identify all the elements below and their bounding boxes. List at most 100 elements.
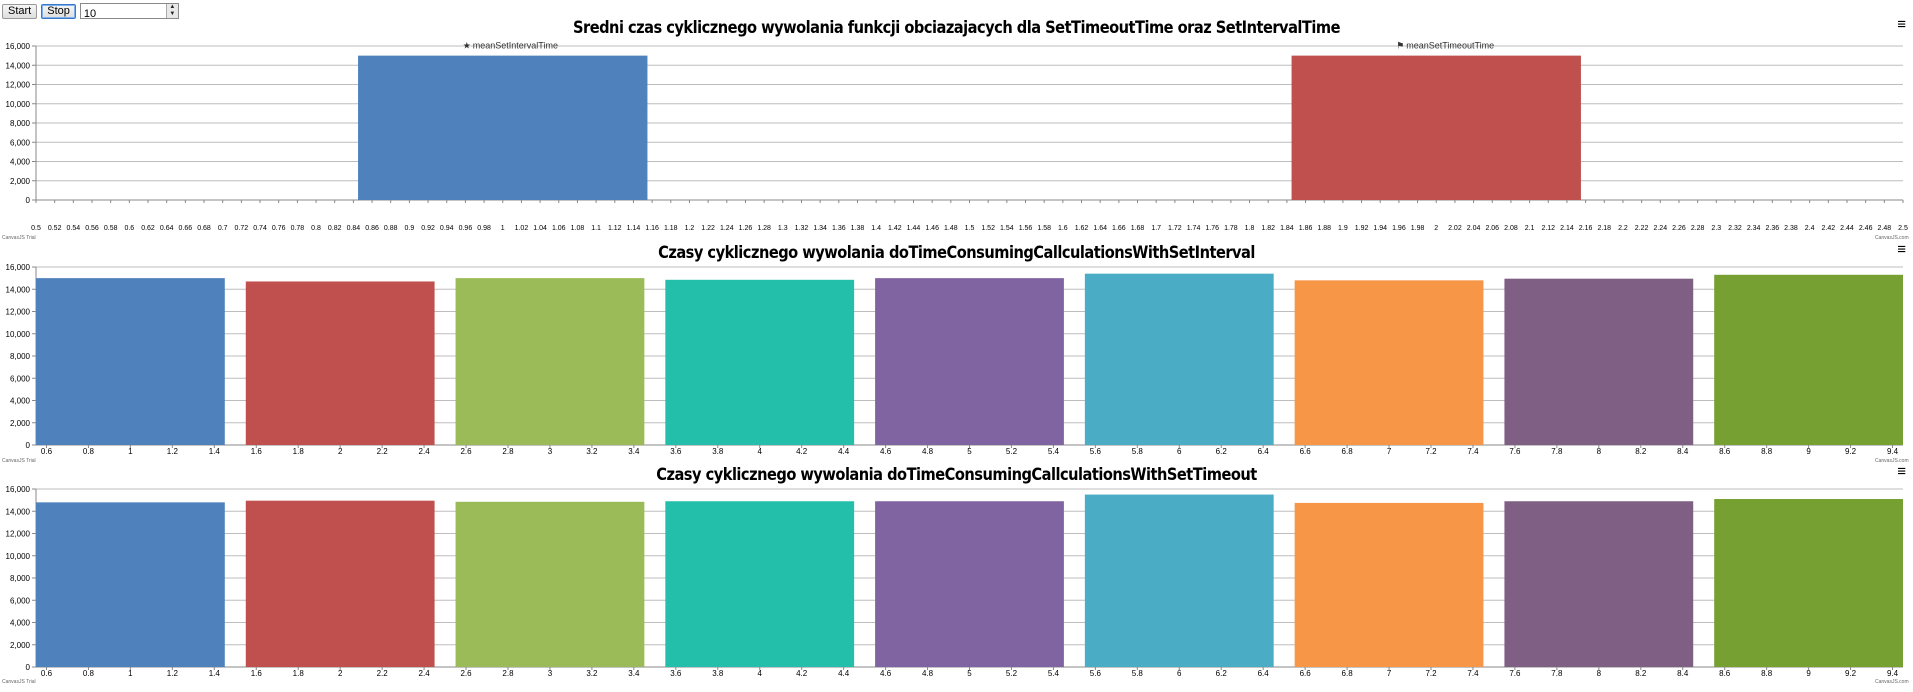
x-tick-label: 0.8 bbox=[83, 669, 95, 678]
x-tick-label: 1.54 bbox=[1000, 225, 1014, 232]
triangle-down-icon[interactable]: ▼ bbox=[169, 11, 176, 17]
x-tick-label: 1.66 bbox=[1112, 225, 1126, 232]
interval-input[interactable] bbox=[80, 7, 164, 21]
x-tick-label: 0.76 bbox=[272, 225, 286, 232]
x-tick-label: 0.68 bbox=[197, 225, 211, 232]
bar bbox=[665, 501, 855, 667]
x-tick-label: 8 bbox=[1597, 447, 1602, 456]
y-tick-label: 14,000 bbox=[6, 61, 31, 70]
x-tick-label: 0.52 bbox=[48, 225, 62, 232]
x-tick-label: 1.44 bbox=[907, 225, 921, 232]
y-tick-label: 4,000 bbox=[10, 619, 31, 628]
x-tick-label: 2.4 bbox=[1805, 225, 1815, 232]
x-tick-label: 0.92 bbox=[421, 225, 435, 232]
toolbar: Start Stop ▲ ▼ bbox=[2, 3, 179, 21]
bar bbox=[358, 55, 648, 200]
x-tick-label: 1.22 bbox=[701, 225, 715, 232]
bar bbox=[455, 278, 645, 445]
chart-set-timeout: Czasy cyklicznego wywolania doTimeConsum… bbox=[0, 463, 1913, 692]
x-tick-label: 2.08 bbox=[1504, 225, 1518, 232]
x-tick-label: 8.2 bbox=[1635, 669, 1647, 678]
x-tick-label: 2.5 bbox=[1898, 225, 1908, 232]
y-tick-label: 8,000 bbox=[10, 574, 31, 583]
credit-left: CanvasJS Trial bbox=[2, 679, 36, 685]
credit-left: CanvasJS Trial bbox=[2, 458, 36, 464]
x-tick-label: 1.84 bbox=[1280, 225, 1294, 232]
x-tick-label: 5.4 bbox=[1048, 669, 1060, 678]
x-tick-label: 1.34 bbox=[813, 225, 827, 232]
x-tick-label: 3.6 bbox=[670, 447, 682, 456]
hamburger-menu-icon[interactable]: ≡ bbox=[1897, 463, 1906, 480]
y-tick-label: 8,000 bbox=[10, 119, 31, 128]
x-tick-label: 7.8 bbox=[1551, 669, 1563, 678]
x-tick-label: 6.8 bbox=[1342, 669, 1354, 678]
chart-title: Czasy cyklicznego wywolania doTimeConsum… bbox=[656, 465, 1257, 485]
x-tick-label: 9 bbox=[1806, 669, 1811, 678]
x-tick-label: 1.64 bbox=[1093, 225, 1107, 232]
x-tick-label: 1 bbox=[501, 225, 505, 232]
triangle-up-icon[interactable]: ▲ bbox=[169, 4, 176, 10]
x-tick-label: 1.28 bbox=[757, 225, 771, 232]
credit-right: CanvasJS.com bbox=[1875, 235, 1909, 241]
x-tick-label: 5 bbox=[967, 447, 972, 456]
x-tick-label: 0.62 bbox=[141, 225, 155, 232]
x-tick-label: 7.8 bbox=[1551, 447, 1563, 456]
x-tick-label: 6 bbox=[1177, 447, 1182, 456]
x-tick-label: 2.24 bbox=[1653, 225, 1667, 232]
x-tick-label: 3 bbox=[548, 669, 553, 678]
x-tick-label: 1.18 bbox=[664, 225, 678, 232]
x-tick-label: 0.88 bbox=[384, 225, 398, 232]
x-tick-label: 1.38 bbox=[851, 225, 865, 232]
x-tick-label: 1.5 bbox=[965, 225, 975, 232]
bar bbox=[875, 501, 1064, 667]
bar bbox=[1714, 499, 1903, 667]
start-button[interactable]: Start bbox=[2, 3, 38, 19]
x-tick-label: 4 bbox=[757, 669, 762, 678]
x-tick-label: 1.68 bbox=[1131, 225, 1145, 232]
x-tick-label: 2 bbox=[338, 669, 343, 678]
hamburger-menu-icon[interactable]: ≡ bbox=[1897, 16, 1906, 33]
x-tick-label: 2.46 bbox=[1859, 225, 1873, 232]
x-tick-label: 2.4 bbox=[419, 669, 431, 678]
spin-buttons[interactable]: ▲ ▼ bbox=[165, 4, 178, 18]
x-tick-label: 0.96 bbox=[459, 225, 473, 232]
x-tick-label: 1.74 bbox=[1187, 225, 1201, 232]
x-tick-label: 2.6 bbox=[460, 669, 472, 678]
x-tick-label: 1.32 bbox=[795, 225, 809, 232]
x-tick-label: 4.8 bbox=[922, 669, 934, 678]
x-tick-label: 1.58 bbox=[1037, 225, 1051, 232]
x-tick-label: 1 bbox=[128, 669, 133, 678]
x-tick-label: 7.4 bbox=[1467, 447, 1479, 456]
bar-index-label: meanSetIntervalTime bbox=[473, 41, 558, 51]
interval-number-input-wrapper: ▲ ▼ bbox=[79, 3, 179, 21]
x-tick-label: 0.7 bbox=[218, 225, 228, 232]
x-tick-label: 2 bbox=[1434, 225, 1438, 232]
x-tick-label: 6.4 bbox=[1258, 669, 1270, 678]
x-tick-label: 1.82 bbox=[1261, 225, 1275, 232]
x-tick-label: 1.02 bbox=[515, 225, 529, 232]
x-tick-label: 1.8 bbox=[1245, 225, 1255, 232]
x-tick-label: 5 bbox=[967, 669, 972, 678]
y-tick-label: 10,000 bbox=[6, 100, 31, 109]
x-tick-label: 2.34 bbox=[1747, 225, 1761, 232]
x-tick-label: 7.4 bbox=[1467, 669, 1479, 678]
x-tick-label: 2.22 bbox=[1635, 225, 1649, 232]
bar bbox=[1504, 278, 1694, 445]
stop-button[interactable]: Stop bbox=[41, 3, 76, 19]
hamburger-menu-icon[interactable]: ≡ bbox=[1897, 241, 1906, 258]
x-tick-label: 4 bbox=[757, 447, 762, 456]
x-tick-label: 2.18 bbox=[1597, 225, 1611, 232]
x-tick-label: 0.58 bbox=[104, 225, 118, 232]
x-tick-label: 1.26 bbox=[739, 225, 753, 232]
x-tick-label: 1.3 bbox=[778, 225, 788, 232]
x-tick-label: 1.86 bbox=[1299, 225, 1313, 232]
x-tick-label: 7 bbox=[1387, 669, 1392, 678]
x-tick-label: 1.12 bbox=[608, 225, 622, 232]
x-tick-label: 5.6 bbox=[1090, 447, 1102, 456]
x-tick-label: 2.1 bbox=[1525, 225, 1535, 232]
bar bbox=[1714, 274, 1903, 445]
x-tick-label: 5.8 bbox=[1132, 669, 1144, 678]
bar bbox=[1084, 494, 1274, 667]
x-tick-label: 1.24 bbox=[720, 225, 734, 232]
x-tick-label: 4.6 bbox=[880, 669, 892, 678]
